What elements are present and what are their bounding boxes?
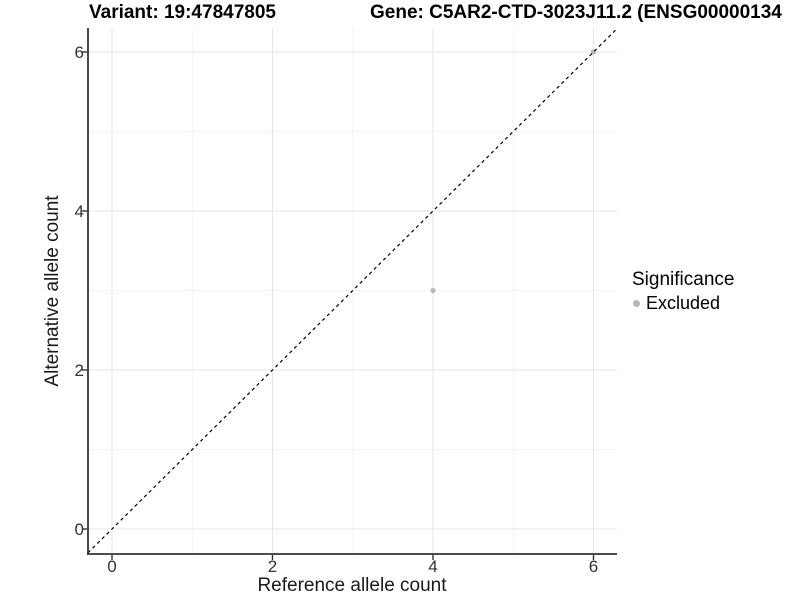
legend-item-excluded: Excluded (632, 293, 734, 314)
legend-item-label: Excluded (646, 293, 721, 313)
plot-title-variant: Variant: 19:47847805 (89, 2, 276, 23)
plot-title-gene: Gene: C5AR2-CTD-3023J11.2 (ENSG00000134 (370, 2, 782, 23)
y-tick-label: 4 (75, 202, 84, 221)
legend-title: Significance (632, 269, 735, 290)
y-tick-label: 6 (75, 43, 84, 62)
x-tick-label: 2 (268, 557, 277, 576)
y-axis-title: Alternative allele count (42, 195, 63, 387)
x-tick-label: 6 (589, 557, 598, 576)
excluded-point-icon (633, 300, 640, 307)
x-axis-title: Reference allele count (257, 575, 447, 596)
data-point (430, 287, 436, 294)
y-tick-label: 2 (75, 361, 84, 380)
x-tick-label: 4 (428, 557, 437, 576)
y-tick-label: 0 (75, 520, 84, 539)
identity-line (87, 27, 618, 554)
legend: Significance Excluded (632, 268, 734, 314)
x-tick-label: 0 (107, 557, 116, 576)
